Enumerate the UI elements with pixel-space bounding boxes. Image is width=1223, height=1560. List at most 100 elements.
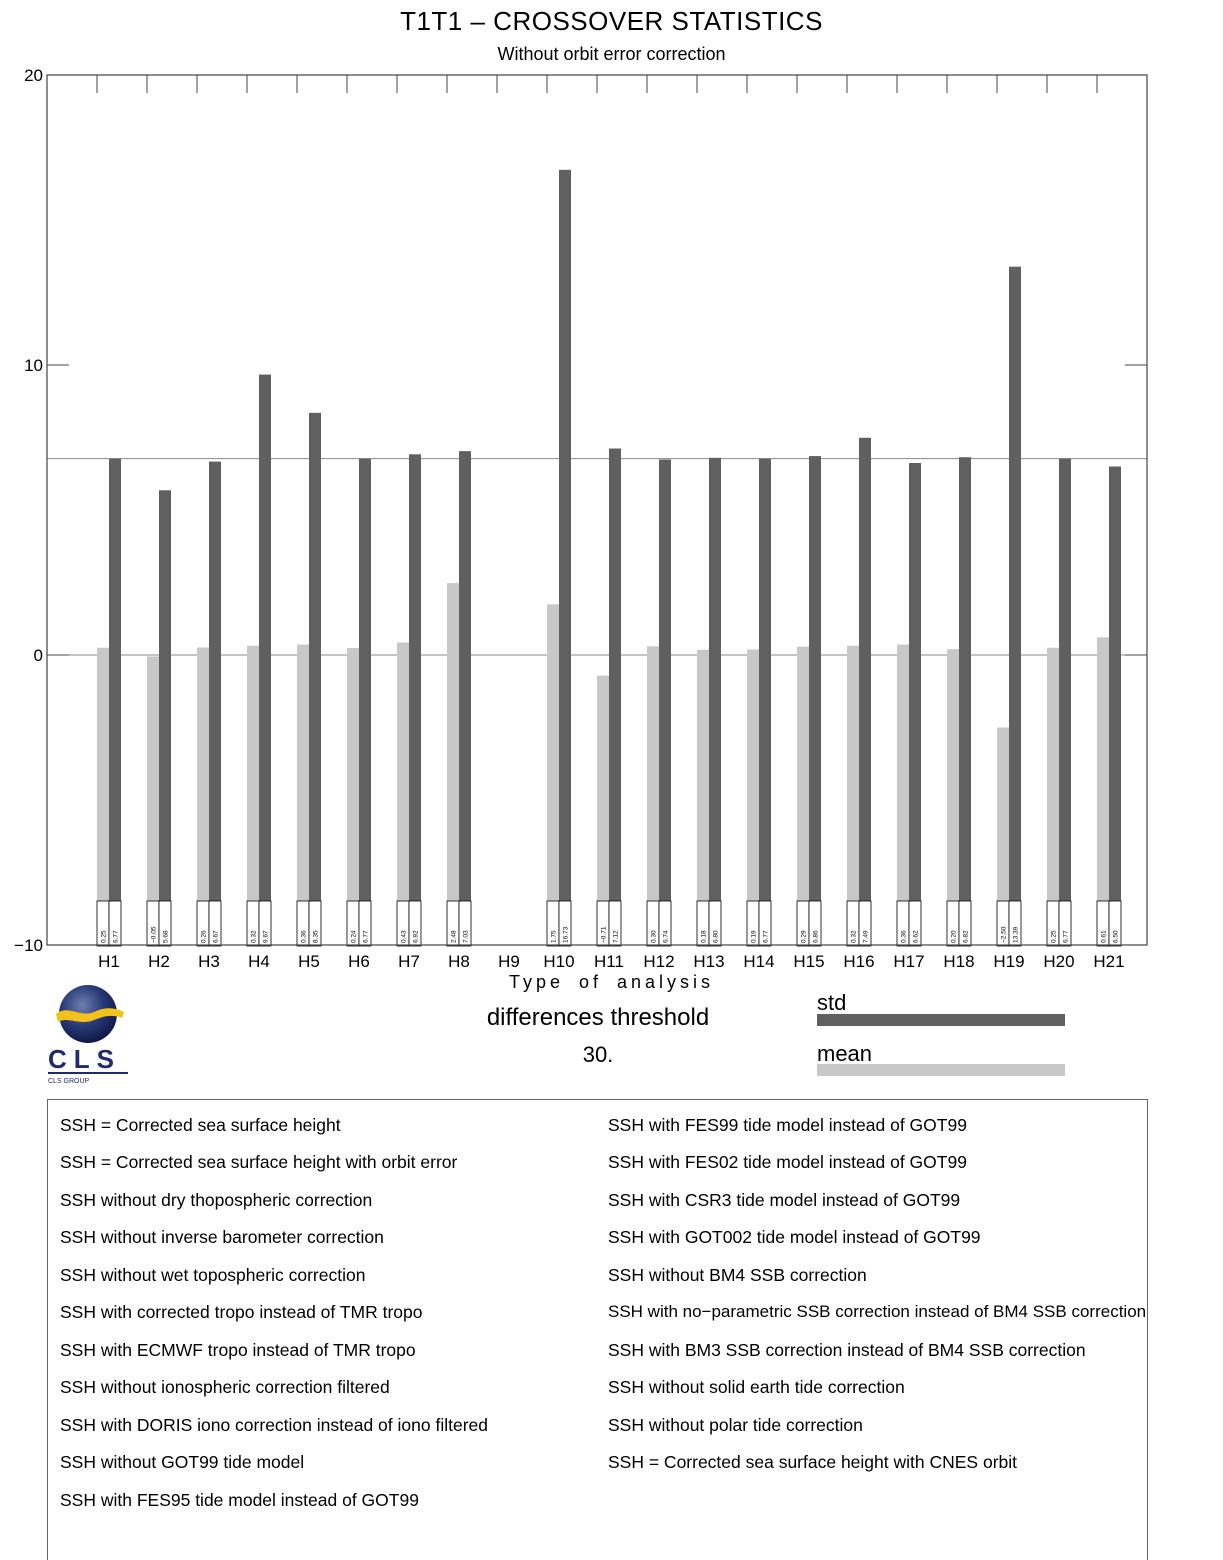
note-h18: SSH with BM3 SSB correction instead of B… (608, 1340, 1086, 1360)
data-label-mean-H3: 0.26 (201, 930, 208, 943)
bar-mean-H1 (97, 647, 109, 901)
data-label-mean-H14: 0.19 (751, 930, 758, 943)
plot-frame (46, 74, 1148, 946)
x-tick-label-H7: H7 (398, 952, 420, 971)
data-label-std-H8: 7.03 (463, 930, 470, 943)
bar-std-H3 (209, 461, 221, 901)
note-h9: SSH with DORIS iono correction instead o… (60, 1415, 488, 1435)
x-tick-label-H8: H8 (448, 952, 470, 971)
data-label-std-H13: 6.80 (713, 930, 720, 943)
data-label-std-H3: 6.67 (213, 930, 220, 943)
bar-mean-H18 (947, 649, 959, 901)
label-box-std-H1 (108, 900, 122, 947)
data-label-std-H5: 8.35 (313, 930, 320, 943)
bar-mean-H5 (297, 644, 309, 901)
note-h1: SSH = Corrected sea surface height (60, 1115, 341, 1135)
bar-mean-H10 (547, 604, 559, 901)
bar-std-H7 (409, 454, 421, 901)
data-label-std-H2: 5.68 (163, 930, 170, 943)
label-box-std-H11 (608, 900, 622, 947)
x-tick-label-H17: H17 (893, 952, 924, 971)
bar-std-H20 (1059, 458, 1071, 901)
y-tick-label--10: −10 (14, 936, 43, 955)
data-label-std-H11: 7.12 (613, 930, 620, 943)
x-tick-label-H16: H16 (843, 952, 874, 971)
bar-std-H17 (909, 463, 921, 901)
label-box-std-H10 (558, 900, 572, 947)
bar-std-H13 (709, 457, 721, 901)
x-tick-label-H3: H3 (198, 952, 220, 971)
bar-mean-H17 (897, 644, 909, 901)
note-h16: SSH without BM4 SSB correction (608, 1265, 867, 1285)
bar-mean-H13 (697, 649, 709, 901)
note-h7: SSH with ECMWF tropo instead of TMR trop… (60, 1340, 416, 1360)
bar-mean-H3 (197, 647, 209, 901)
data-label-std-H16: 7.49 (863, 930, 870, 943)
bar-mean-H12 (647, 646, 659, 901)
data-label-std-H21: 6.50 (1113, 930, 1120, 943)
bar-mean-H7 (397, 642, 409, 901)
bar-std-H19 (1009, 266, 1021, 901)
chart-title: T1T1 – CROSSOVER STATISTICS (400, 6, 823, 36)
crossover-bar-chart: 0.25 6.77 −0.05 5.68 0.26 6.67 0.32 9.67 0.36 8.3… (14, 66, 1148, 971)
note-h12: SSH with FES99 tide model instead of GOT… (608, 1115, 967, 1135)
logo-tagline: CLS GROUP (48, 1078, 90, 1085)
bar-mean-H11 (597, 675, 609, 901)
label-box-std-H20 (1058, 900, 1072, 947)
note-h20: SSH without polar tide correction (608, 1415, 863, 1435)
cls-logo-graphic: CLS CLS GROUP (48, 985, 128, 1085)
legend-std-swatch (817, 1014, 1065, 1026)
note-h4: SSH without inverse barometer correction (60, 1227, 384, 1247)
note-h19: SSH without solid earth tide correction (608, 1377, 905, 1397)
note-h5: SSH without wet topospheric correction (60, 1265, 366, 1285)
label-box-std-H17 (908, 900, 922, 947)
data-label-std-H12: 6.74 (663, 930, 670, 943)
data-label-mean-H15: 0.29 (801, 930, 808, 943)
data-label-mean-H13: 0.18 (701, 930, 708, 943)
data-label-mean-H6: 0.24 (351, 930, 358, 943)
data-label-mean-H20: 0.25 (1051, 930, 1058, 943)
y-tick-label-10: 10 (24, 356, 43, 375)
label-box-std-H12 (658, 900, 672, 947)
data-label-std-H1: 6.77 (113, 930, 120, 943)
data-label-std-H15: 6.86 (813, 930, 820, 943)
data-label-std-H17: 6.62 (913, 930, 920, 943)
label-box-std-H7 (408, 900, 422, 947)
threshold-label: differences threshold (486, 1004, 710, 1031)
data-label-mean-H16: 0.32 (851, 930, 858, 943)
bar-mean-H8 (447, 583, 459, 901)
label-box-std-H19 (1008, 900, 1022, 947)
data-label-mean-H8: 2.48 (451, 930, 458, 943)
data-label-std-H18: 6.82 (963, 930, 970, 943)
data-label-mean-H2: −0.05 (151, 926, 158, 943)
data-label-std-H7: 6.92 (413, 930, 420, 943)
logo-text: CLS (48, 1044, 121, 1074)
note-h2: SSH = Corrected sea surface height with … (60, 1152, 458, 1172)
data-label-mean-H7: 0.43 (401, 930, 408, 943)
x-tick-label-H19: H19 (993, 952, 1024, 971)
cls-logo: CLS CLS GROUP (46, 984, 136, 1088)
bar-std-H18 (959, 457, 971, 901)
note-h10: SSH without GOT99 tide model (60, 1452, 305, 1472)
chart-subtitle: Without orbit error correction (497, 44, 726, 64)
data-label-std-H19: 13.39 (1013, 926, 1020, 943)
x-tick-label-H1: H1 (98, 952, 120, 971)
bar-std-H1 (109, 458, 121, 901)
bars: 0.25 6.77 −0.05 5.68 0.26 6.67 0.32 9.67 0.36 8.3… (96, 169, 1122, 947)
data-label-mean-H19: −2.50 (1001, 926, 1008, 943)
bar-std-H11 (609, 448, 621, 901)
bar-std-H15 (809, 456, 821, 901)
label-box-std-H6 (358, 900, 372, 947)
x-tick-label-H21: H21 (1093, 952, 1124, 971)
data-label-mean-H21: 0.61 (1101, 930, 1108, 943)
data-label-mean-H18: 0.20 (951, 930, 958, 943)
bar-mean-H15 (797, 646, 809, 901)
data-label-mean-H11: −0.71 (601, 926, 608, 943)
bar-mean-H19 (997, 727, 1009, 901)
analysis-notes-box: SSH = Corrected sea surface height SSH =… (47, 1099, 1148, 1560)
data-label-mean-H1: 0.25 (101, 930, 108, 943)
note-h8: SSH without ionospheric correction filte… (60, 1377, 390, 1397)
x-axis-label: Type of analysis (508, 972, 715, 992)
label-box-std-H13 (708, 900, 722, 947)
data-label-mean-H5: 0.36 (301, 930, 308, 943)
